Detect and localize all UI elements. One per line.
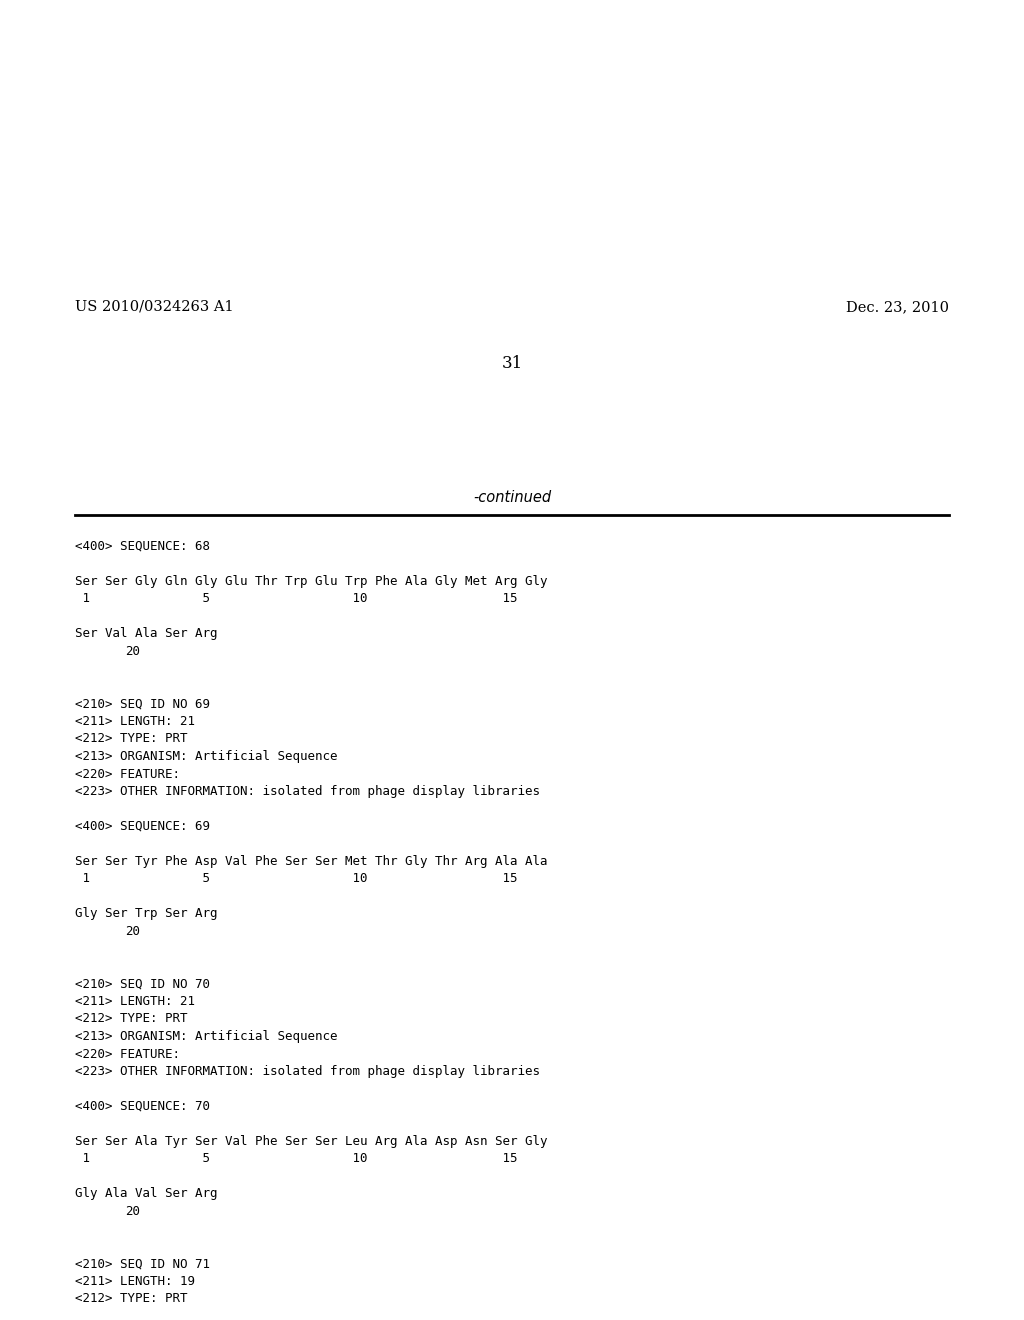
Text: Ser Ser Gly Gln Gly Glu Thr Trp Glu Trp Phe Ala Gly Met Arg Gly: Ser Ser Gly Gln Gly Glu Thr Trp Glu Trp … [75, 576, 548, 587]
Text: Ser Ser Tyr Phe Asp Val Phe Ser Ser Met Thr Gly Thr Arg Ala Ala: Ser Ser Tyr Phe Asp Val Phe Ser Ser Met … [75, 855, 548, 869]
Text: <220> FEATURE:: <220> FEATURE: [75, 1048, 180, 1060]
Text: 1               5                   10                  15: 1 5 10 15 [75, 1152, 517, 1166]
Text: US 2010/0324263 A1: US 2010/0324263 A1 [75, 300, 233, 314]
Text: <400> SEQUENCE: 69: <400> SEQUENCE: 69 [75, 820, 210, 833]
Text: Ser Val Ala Ser Arg: Ser Val Ala Ser Arg [75, 627, 217, 640]
Text: Gly Ser Trp Ser Arg: Gly Ser Trp Ser Arg [75, 908, 217, 920]
Text: <400> SEQUENCE: 68: <400> SEQUENCE: 68 [75, 540, 210, 553]
Text: <223> OTHER INFORMATION: isolated from phage display libraries: <223> OTHER INFORMATION: isolated from p… [75, 1065, 540, 1078]
Text: <223> OTHER INFORMATION: isolated from phage display libraries: <223> OTHER INFORMATION: isolated from p… [75, 785, 540, 799]
Text: <211> LENGTH: 21: <211> LENGTH: 21 [75, 995, 195, 1008]
Text: <212> TYPE: PRT: <212> TYPE: PRT [75, 733, 187, 746]
Text: <213> ORGANISM: Artificial Sequence: <213> ORGANISM: Artificial Sequence [75, 750, 338, 763]
Text: <220> FEATURE:: <220> FEATURE: [75, 767, 180, 780]
Text: <210> SEQ ID NO 69: <210> SEQ ID NO 69 [75, 697, 210, 710]
Text: <400> SEQUENCE: 70: <400> SEQUENCE: 70 [75, 1100, 210, 1113]
Text: 20: 20 [125, 1205, 140, 1218]
Text: <212> TYPE: PRT: <212> TYPE: PRT [75, 1012, 187, 1026]
Text: 20: 20 [125, 645, 140, 657]
Text: Gly Ala Val Ser Arg: Gly Ala Val Ser Arg [75, 1188, 217, 1200]
Text: 31: 31 [502, 355, 522, 372]
Text: <211> LENGTH: 19: <211> LENGTH: 19 [75, 1275, 195, 1288]
Text: Ser Ser Ala Tyr Ser Val Phe Ser Ser Leu Arg Ala Asp Asn Ser Gly: Ser Ser Ala Tyr Ser Val Phe Ser Ser Leu … [75, 1135, 548, 1148]
Text: <211> LENGTH: 21: <211> LENGTH: 21 [75, 715, 195, 729]
Text: <210> SEQ ID NO 71: <210> SEQ ID NO 71 [75, 1258, 210, 1270]
Text: -continued: -continued [473, 490, 551, 506]
Text: Dec. 23, 2010: Dec. 23, 2010 [846, 300, 949, 314]
Text: 20: 20 [125, 925, 140, 939]
Text: <212> TYPE: PRT: <212> TYPE: PRT [75, 1292, 187, 1305]
Text: <213> ORGANISM: Artificial Sequence: <213> ORGANISM: Artificial Sequence [75, 1030, 338, 1043]
Text: 1               5                   10                  15: 1 5 10 15 [75, 873, 517, 886]
Text: <210> SEQ ID NO 70: <210> SEQ ID NO 70 [75, 978, 210, 990]
Text: 1               5                   10                  15: 1 5 10 15 [75, 593, 517, 606]
